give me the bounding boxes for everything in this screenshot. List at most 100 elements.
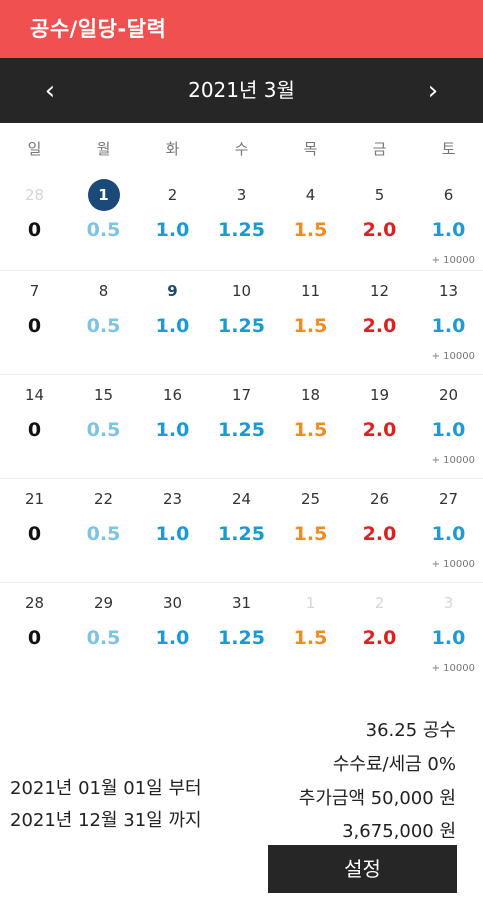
calendar-day[interactable]: 6 1.0 + 10000 [414, 175, 483, 270]
day-number: 12 [369, 282, 390, 300]
calendar-day[interactable]: 11 1.5 [276, 271, 345, 374]
calendar-day[interactable]: 8 0.5 [69, 271, 138, 374]
calendar-day[interactable]: 19 2.0 [345, 375, 414, 478]
calendar-day[interactable]: 3 1.25 [207, 175, 276, 270]
day-gongsu-value: 1.0 [155, 523, 190, 545]
calendar-day[interactable]: 14 0 [0, 375, 69, 478]
day-gongsu-value: 1.0 [155, 315, 190, 337]
day-gongsu-value: 1.25 [218, 419, 265, 441]
calendar-day[interactable]: 28 0 [0, 175, 69, 270]
day-number: 20 [438, 386, 459, 404]
day-number: 17 [231, 386, 252, 404]
calendar-week-row: 14 0 15 0.5 16 1.0 17 1.25 18 1.5 19 2.0 20 1.0 + 1000… [0, 375, 483, 479]
day-number: 8 [98, 282, 109, 300]
day-number: 18 [300, 386, 321, 404]
calendar-day[interactable]: 25 1.5 [276, 479, 345, 582]
day-gongsu-value: 1.0 [431, 219, 466, 241]
day-gongsu-value: 1.5 [293, 627, 328, 649]
chevron-left-icon: ‹ [44, 75, 56, 106]
day-gongsu-value: 0 [27, 523, 42, 545]
day-gongsu-value: 1.5 [293, 219, 328, 241]
day-number: 24 [231, 490, 252, 508]
day-gongsu-value: 1.0 [155, 419, 190, 441]
calendar-day[interactable]: 4 1.5 [276, 175, 345, 270]
day-gongsu-value: 1.5 [293, 315, 328, 337]
period-end: 2021년 12월 31일 까지 [10, 810, 202, 831]
day-number: 28 [24, 186, 45, 204]
app-bar: 공수/일당-달력 [0, 0, 483, 58]
day-gongsu-value: 1.25 [218, 627, 265, 649]
day-extra-amount: + 10000 [431, 559, 475, 570]
day-gongsu-value: 0.5 [86, 315, 121, 337]
day-number: 1 [69, 179, 138, 211]
total-amount: 3,675,000 원 [342, 821, 456, 842]
day-gongsu-value: 0 [27, 315, 42, 337]
calendar-day[interactable]: 15 0.5 [69, 375, 138, 478]
day-number: 27 [438, 490, 459, 508]
calendar-day[interactable]: 5 2.0 [345, 175, 414, 270]
month-navigation-bar: ‹ 2021년 3월 › [0, 58, 483, 123]
calendar-day[interactable]: 22 0.5 [69, 479, 138, 582]
day-gongsu-value: 1.0 [431, 315, 466, 337]
day-gongsu-value: 1.5 [293, 419, 328, 441]
calendar-day[interactable]: 1 1.5 [276, 583, 345, 687]
weekday-mon: 월 [96, 140, 111, 158]
calendar-day[interactable]: 24 1.25 [207, 479, 276, 582]
calendar-day[interactable]: 27 1.0 + 10000 [414, 479, 483, 582]
day-number: 29 [93, 594, 114, 612]
day-number: 11 [300, 282, 321, 300]
calendar-day[interactable]: 21 0 [0, 479, 69, 582]
calendar-day-today[interactable]: 1 0.5 [69, 175, 138, 270]
day-number: 10 [231, 282, 252, 300]
calendar-day[interactable]: 18 1.5 [276, 375, 345, 478]
calendar-day[interactable]: 9 1.0 [138, 271, 207, 374]
day-number: 19 [369, 386, 390, 404]
calendar-day[interactable]: 26 2.0 [345, 479, 414, 582]
day-number: 21 [24, 490, 45, 508]
day-number: 26 [369, 490, 390, 508]
day-number: 15 [93, 386, 114, 404]
settings-button[interactable]: 설정 [268, 845, 457, 893]
day-number: 23 [162, 490, 183, 508]
fee-tax-rate: 수수료/세금 0% [332, 754, 456, 775]
day-gongsu-value: 1.0 [431, 419, 466, 441]
day-gongsu-value: 2.0 [362, 315, 397, 337]
calendar-day[interactable]: 20 1.0 + 10000 [414, 375, 483, 478]
day-number: 7 [29, 282, 40, 300]
calendar-day[interactable]: 16 1.0 [138, 375, 207, 478]
weekday-fri: 금 [372, 140, 387, 158]
day-extra-amount: + 10000 [431, 351, 475, 362]
day-number: 6 [443, 186, 454, 204]
weekday-wed: 수 [234, 140, 249, 158]
day-gongsu-value: 1.25 [218, 315, 265, 337]
calendar-day[interactable]: 29 0.5 [69, 583, 138, 687]
calendar-week-row: 28 0 1 0.5 2 1.0 3 1.25 4 1.5 5 2.0 6 1.0 + 10000 [0, 175, 483, 271]
calendar-day[interactable]: 13 1.0 + 10000 [414, 271, 483, 374]
calendar-week-row: 28 0 29 0.5 30 1.0 31 1.25 1 1.5 2 2.0 3 1.0 + 10000 [0, 583, 483, 687]
weekday-tue: 화 [165, 140, 180, 158]
calendar-day[interactable]: 31 1.25 [207, 583, 276, 687]
calendar-day[interactable]: 23 1.0 [138, 479, 207, 582]
calendar-day[interactable]: 17 1.25 [207, 375, 276, 478]
chevron-right-icon: › [427, 75, 439, 106]
calendar-day[interactable]: 3 1.0 + 10000 [414, 583, 483, 687]
calendar-day[interactable]: 28 0 [0, 583, 69, 687]
weekday-sat: 토 [441, 140, 456, 158]
prev-month-button[interactable]: ‹ [20, 58, 80, 123]
day-extra-amount: + 10000 [431, 663, 475, 674]
calendar-day[interactable]: 2 2.0 [345, 583, 414, 687]
day-gongsu-value: 2.0 [362, 219, 397, 241]
calendar-grid: 28 0 1 0.5 2 1.0 3 1.25 4 1.5 5 2.0 6 1.0 + 10000 7 0 8 0.… [0, 175, 483, 687]
day-number: 25 [300, 490, 321, 508]
calendar-day[interactable]: 30 1.0 [138, 583, 207, 687]
calendar-day[interactable]: 12 2.0 [345, 271, 414, 374]
next-month-button[interactable]: › [403, 58, 463, 123]
day-number: 9 [167, 282, 178, 300]
day-gongsu-value: 0.5 [86, 419, 121, 441]
day-gongsu-value: 0.5 [86, 523, 121, 545]
day-number: 16 [162, 386, 183, 404]
calendar-day[interactable]: 10 1.25 [207, 271, 276, 374]
day-number: 30 [162, 594, 183, 612]
calendar-day[interactable]: 2 1.0 [138, 175, 207, 270]
